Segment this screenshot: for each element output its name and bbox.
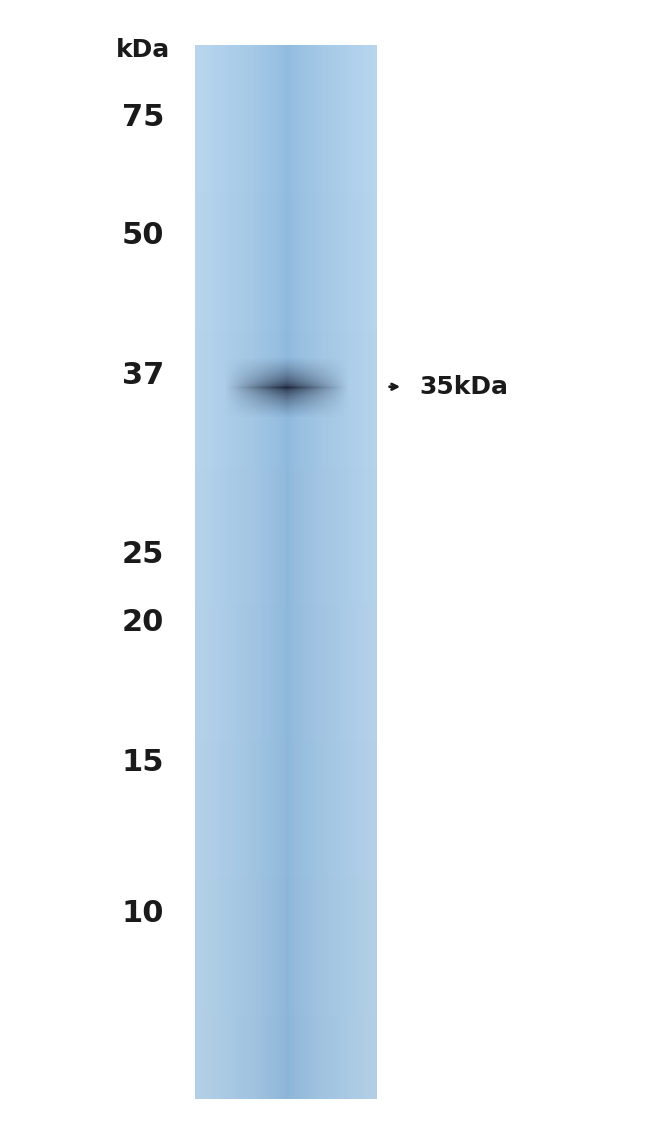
Text: 20: 20 — [122, 608, 164, 637]
Text: kDa: kDa — [116, 38, 170, 63]
Text: 50: 50 — [122, 221, 164, 250]
Text: 10: 10 — [122, 899, 164, 928]
Text: 37: 37 — [122, 361, 164, 390]
Text: 35kDa: 35kDa — [419, 374, 508, 399]
Text: 25: 25 — [122, 540, 164, 569]
Text: 75: 75 — [122, 103, 164, 132]
Text: 15: 15 — [122, 748, 164, 777]
